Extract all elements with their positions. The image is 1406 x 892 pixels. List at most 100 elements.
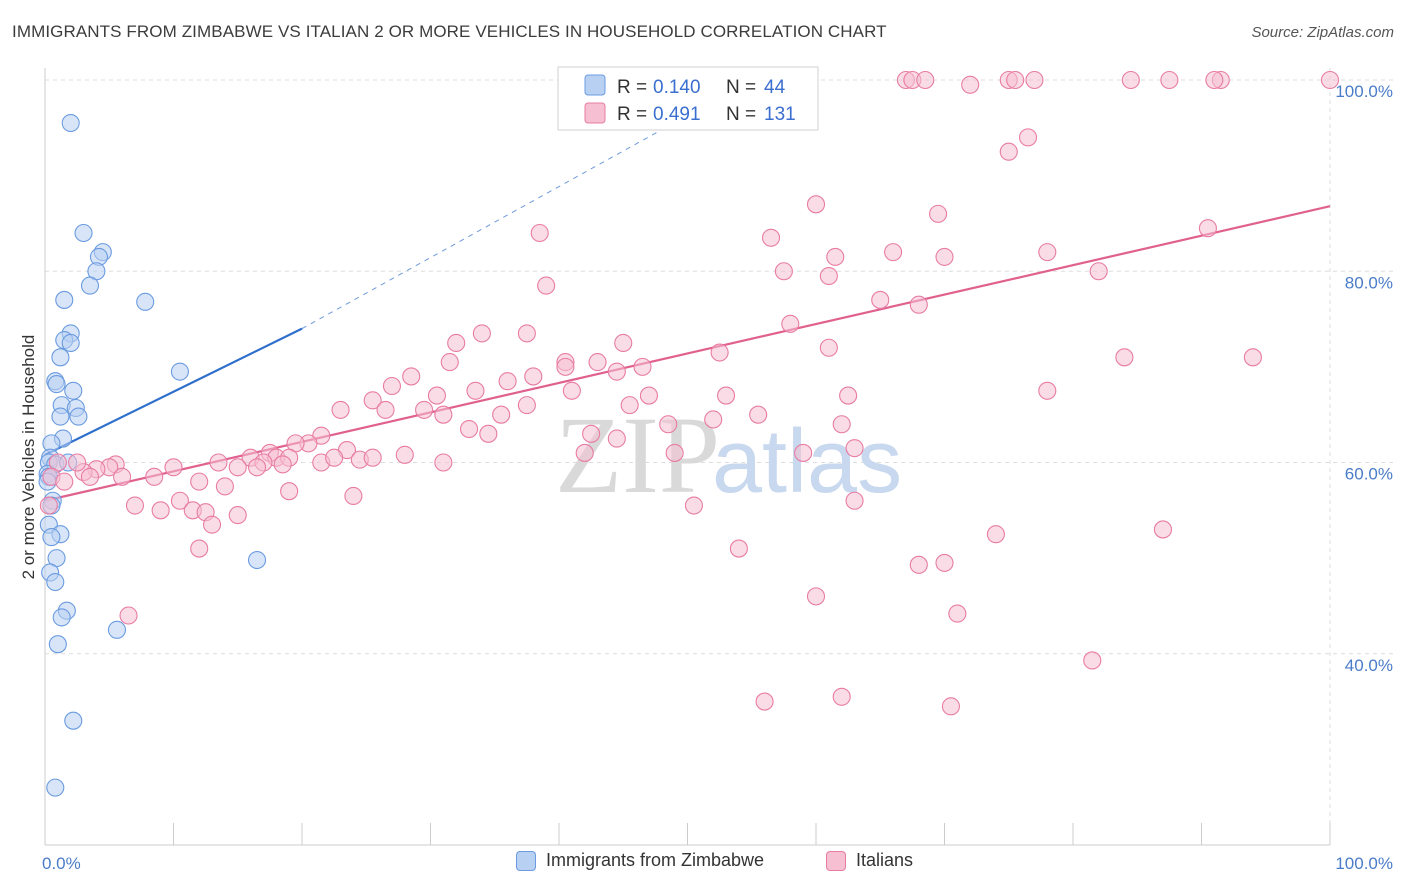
italians-point-35 <box>819 338 838 357</box>
zimbabwe-point-19 <box>69 407 88 426</box>
italians-point-37 <box>1115 348 1134 367</box>
italians-point-111 <box>125 496 144 515</box>
zimbabwe-point-39 <box>48 635 67 654</box>
legend-r-value-2: 0.491 <box>653 104 701 125</box>
italians-point-21 <box>826 247 845 266</box>
italians-point-54 <box>839 386 858 405</box>
legend-n-label-1: N = <box>726 77 756 98</box>
italians-point-67 <box>832 415 851 434</box>
legend-n-label-2: N = <box>726 104 756 125</box>
italians-point-133 <box>941 697 960 716</box>
italians-point-25 <box>819 266 838 286</box>
italians-point-6 <box>1121 70 1140 90</box>
zimbabwe-point-41 <box>46 778 65 797</box>
italians-point-20 <box>1038 243 1057 262</box>
legend-box: R = 0.140 N = 44 R = 0.491 N = 131 <box>557 66 819 131</box>
italians-point-76 <box>665 443 684 462</box>
y-axis-label: 2 or more Vehicles in Household <box>19 335 38 580</box>
italians-point-132 <box>832 687 851 706</box>
watermark: ZIP atlas <box>555 394 902 516</box>
italians-point-48 <box>382 376 402 396</box>
italians-point-93 <box>247 458 267 477</box>
italians-point-44 <box>607 362 626 381</box>
italians-point-120 <box>684 496 703 515</box>
italians-point-70 <box>582 424 601 443</box>
italians-point-94 <box>164 458 183 477</box>
legend-swatch-italians <box>584 102 606 124</box>
italians-point-29 <box>909 295 928 314</box>
italians-point-2 <box>916 70 935 90</box>
italians-point-85 <box>325 448 344 467</box>
italians-point-61 <box>415 400 434 419</box>
italians-point-69 <box>479 424 498 443</box>
italians-point-110 <box>170 491 189 510</box>
italians-point-55 <box>1038 381 1057 400</box>
y-tick-label-0: 40.0% <box>1345 656 1393 675</box>
italians-point-32 <box>517 324 536 343</box>
italians-point-103 <box>80 467 100 486</box>
watermark-atlas: atlas <box>712 412 902 512</box>
zimbabwe-point-14 <box>47 375 66 394</box>
italians-point-129 <box>1153 520 1172 539</box>
italians-point-130 <box>1083 651 1102 670</box>
italians-point-75 <box>845 439 864 458</box>
italians-point-13 <box>1018 128 1038 147</box>
italians-point-115 <box>228 506 247 525</box>
italians-point-47 <box>498 372 517 391</box>
zimbabwe-point-10 <box>61 333 80 353</box>
italians-point-71 <box>607 429 626 448</box>
zimbabwe-point-38 <box>107 620 127 639</box>
italians-point-57 <box>517 396 536 415</box>
zimbabwe-point-37 <box>52 608 71 627</box>
italians-point-50 <box>562 381 581 400</box>
italians-point-24 <box>1089 262 1108 281</box>
italians-point-87 <box>363 448 382 467</box>
italians-point-5 <box>1025 70 1044 90</box>
italians-point-28 <box>871 290 890 309</box>
italians-point-91 <box>209 453 228 472</box>
italians-point-112 <box>151 501 170 520</box>
zimbabwe-point-11 <box>51 348 70 367</box>
italians-point-60 <box>376 400 395 419</box>
italians-point-131 <box>755 692 774 711</box>
italians-point-49 <box>466 381 485 400</box>
zimbabwe-point-15 <box>64 381 83 400</box>
legend-r-label-1: R = <box>617 77 647 98</box>
y-tick-label-1: 60.0% <box>1345 465 1393 484</box>
legend-swatch-zimbabwe <box>584 74 606 96</box>
italians-point-78 <box>575 443 594 462</box>
italians-point-4 <box>1006 70 1025 90</box>
italians-point-125 <box>190 539 209 558</box>
italians-point-116 <box>203 515 222 534</box>
italians-point-106 <box>190 472 209 491</box>
italians-point-41 <box>556 357 575 376</box>
italians-point-119 <box>434 453 453 472</box>
bottom-legend-italians: Italians <box>826 850 913 871</box>
italians-point-117 <box>39 496 58 515</box>
y-tick-label-2: 80.0% <box>1345 273 1393 292</box>
italians-point-64 <box>749 405 768 424</box>
italians-point-17 <box>530 223 549 243</box>
bottom-legend: Immigrants from Zimbabwe Italians <box>0 850 1406 880</box>
legend-n-value-1: 44 <box>764 77 786 98</box>
italians-point-77 <box>794 443 813 462</box>
italians-point-123 <box>935 553 954 572</box>
italians-point-109 <box>344 486 363 506</box>
italians-point-22 <box>935 247 954 266</box>
italians-point-102 <box>55 472 74 491</box>
italians-point-59 <box>331 400 350 419</box>
italians-point-51 <box>427 386 446 405</box>
y-tick-label-3: 100.0% <box>1335 82 1393 101</box>
x-tick-label-0: 0.0% <box>42 854 81 873</box>
zimbabwe-point-35 <box>247 550 267 570</box>
italians-point-33 <box>447 333 466 353</box>
chart-title: IMMIGRANTS FROM ZIMBABWE VS ITALIAN 2 OR… <box>12 22 887 41</box>
italians-point-107 <box>215 477 234 496</box>
italians-point-19 <box>1198 219 1217 238</box>
tick-labels: 40.0% 60.0% 80.0% 100.0% 0.0% 100.0% <box>42 82 1393 873</box>
italians-point-121 <box>845 491 864 510</box>
italians-point-31 <box>472 324 491 343</box>
legend-n-value-2: 131 <box>764 104 796 125</box>
italians-point-18 <box>761 228 781 247</box>
